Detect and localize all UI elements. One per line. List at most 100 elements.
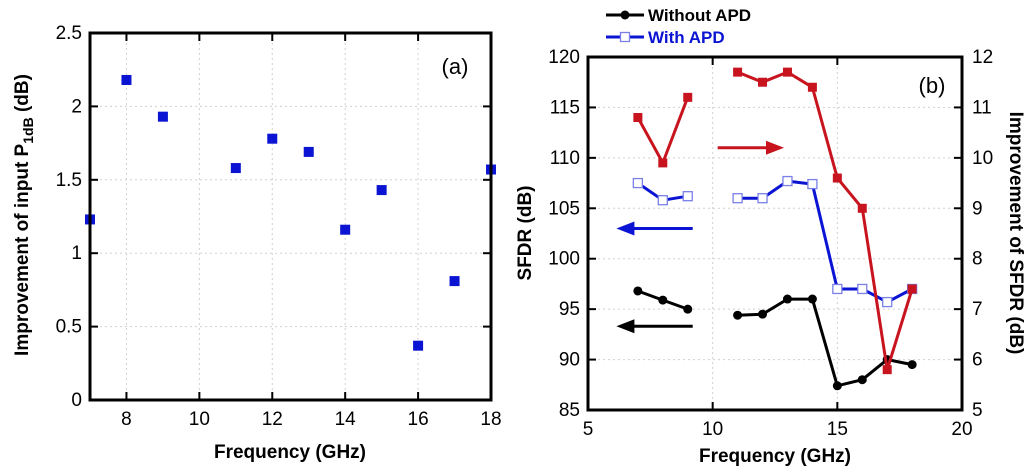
points-a	[85, 74, 496, 351]
y-axis-label-a-sub: 1dB	[20, 117, 36, 143]
data-point-without-apd	[782, 294, 792, 304]
plot-frame-b	[586, 55, 964, 412]
y-tick-label-left-b: 105	[548, 198, 580, 219]
y-tick-label-right-b: 10	[972, 148, 993, 169]
left-axis-arrow-with-apd-head	[616, 221, 635, 236]
data-point-improvement-of-sfdr	[807, 82, 817, 92]
y-axis-label-a-unit: (dB)	[12, 74, 33, 117]
grid-b	[587, 56, 963, 411]
legend-marker-0	[620, 10, 630, 20]
data-point-without-apd	[857, 375, 867, 385]
data-point-with-apd	[857, 283, 868, 295]
y-tick-label-right-b: 5	[972, 400, 983, 421]
data-point-with-apd	[657, 195, 668, 206]
x-tick-label-a: 8	[121, 409, 132, 430]
y-tick-label-a: 2	[71, 96, 82, 117]
y-tick-label-right-b: 7	[972, 299, 983, 320]
legend-b: Without APD With APD	[606, 6, 751, 47]
y-tick-label-right-b: 12	[972, 47, 993, 68]
data-point-a	[157, 111, 168, 122]
data-point-a	[340, 224, 351, 235]
panel-label-a: (a)	[442, 54, 469, 79]
data-point-improvement-of-sfdr	[782, 67, 792, 77]
y-axis-label-a-main: Improvement of input P	[12, 143, 33, 356]
data-point-with-apd	[682, 191, 693, 202]
y-tick-label-a: 0.5	[56, 317, 82, 338]
data-point-a	[230, 163, 241, 174]
y-tick-label-left-b: 120	[548, 47, 580, 68]
panel-b: 5 10 15 2085909510010511011512056789101112 …	[515, 6, 1024, 467]
data-point-without-apd	[758, 309, 768, 319]
plot-frame-a	[88, 31, 493, 402]
data-point-with-apd	[832, 283, 843, 295]
data-point-without-apd	[633, 286, 643, 296]
panel-label-b: (b)	[919, 73, 946, 98]
y-tick-label-left-b: 95	[559, 299, 580, 320]
y-tick-label-left-b: 115	[550, 97, 580, 118]
data-point-improvement-of-sfdr	[758, 77, 768, 87]
data-point-without-apd	[658, 295, 668, 305]
data-point-without-apd	[733, 310, 743, 320]
data-point-improvement-of-sfdr	[683, 92, 693, 102]
y-tick-label-left-b: 85	[559, 400, 580, 421]
data-point-a	[449, 276, 460, 287]
y-tick-label-right-b: 6	[972, 350, 983, 371]
x-tick-label-a: 16	[408, 409, 429, 430]
y-tick-label-right-b: 9	[972, 198, 983, 219]
data-point-without-apd	[683, 304, 693, 314]
data-point-with-apd	[807, 178, 818, 190]
grid-a	[90, 32, 492, 401]
x-tick-label-a: 12	[262, 409, 283, 430]
data-point-without-apd	[807, 294, 817, 304]
data-point-without-apd	[832, 381, 842, 391]
x-tick-label-b: 20	[951, 419, 972, 440]
data-point-a	[376, 185, 387, 196]
series-line-without-apd	[737, 297, 913, 388]
data-point-a	[267, 133, 278, 144]
legend-marker-1	[619, 31, 631, 43]
x-tick-label-b: 15	[827, 419, 848, 440]
x-tick-label-b: 5	[583, 419, 594, 440]
x-axis-label-a: Frequency (GHz)	[214, 442, 366, 463]
data-point-without-apd	[907, 360, 917, 370]
left-axis-arrow-without-apd-head	[616, 319, 635, 334]
y-tick-label-a: 0	[71, 390, 82, 411]
legend-label-0: Without APD	[648, 6, 751, 25]
series-line-improvement-of-sfdr	[636, 96, 690, 165]
data-point-improvement-of-sfdr	[733, 67, 743, 77]
ticks-a: 8 10 12 14 16 18 0 0.5 1 1.5 2 2.5	[56, 23, 502, 430]
y-tick-label-right-b: 11	[972, 97, 992, 118]
series-line-improvement-of-sfdr	[737, 70, 914, 372]
data-point-improvement-of-sfdr	[658, 158, 668, 168]
y-axis-label-left-b: SFDR (dB)	[515, 186, 536, 281]
y-tick-label-right-b: 8	[972, 249, 983, 270]
y-tick-label-a: 2.5	[56, 23, 82, 44]
y-tick-label-a: 1	[71, 243, 82, 264]
y-tick-label-left-b: 110	[550, 148, 580, 169]
y-tick-label-left-b: 90	[559, 350, 580, 371]
x-tick-label-a: 10	[189, 409, 210, 430]
data-point-with-apd	[632, 177, 644, 189]
data-point-with-apd	[732, 193, 743, 204]
data-point-with-apd	[882, 296, 893, 308]
data-point-improvement-of-sfdr	[633, 113, 643, 123]
ticks-b: 5 10 15 20 85 90 95 100 105 110 115 120 5 6 7 8 9 10 11 12	[548, 47, 993, 440]
y-tick-label-left-b: 100	[548, 249, 580, 270]
data-point-improvement-of-sfdr	[907, 284, 917, 294]
data-point-a	[413, 340, 424, 351]
y-axis-label-a: Improvement of input P1dB (dB)	[12, 74, 36, 356]
panel-a: 8 10 12 14 16 18 0 0.5 1 1.5 2 2.5 (a) Frequency (G…	[12, 23, 502, 463]
data-point-with-apd	[782, 175, 793, 187]
series-b	[632, 67, 918, 391]
data-point-improvement-of-sfdr	[857, 203, 867, 213]
data-point-improvement-of-sfdr	[882, 365, 892, 375]
x-axis-label-b: Frequency (GHz)	[699, 446, 851, 467]
data-point-a	[121, 74, 132, 85]
x-tick-label-a: 18	[480, 409, 501, 430]
x-tick-label-a: 14	[335, 409, 357, 430]
legend-label-1: With APD	[648, 28, 725, 47]
y-tick-label-a: 1.5	[56, 170, 82, 191]
y-axis-label-right-b: Improvement of SFDR (dB)	[1005, 112, 1024, 355]
axis-arrows-b	[616, 140, 784, 334]
